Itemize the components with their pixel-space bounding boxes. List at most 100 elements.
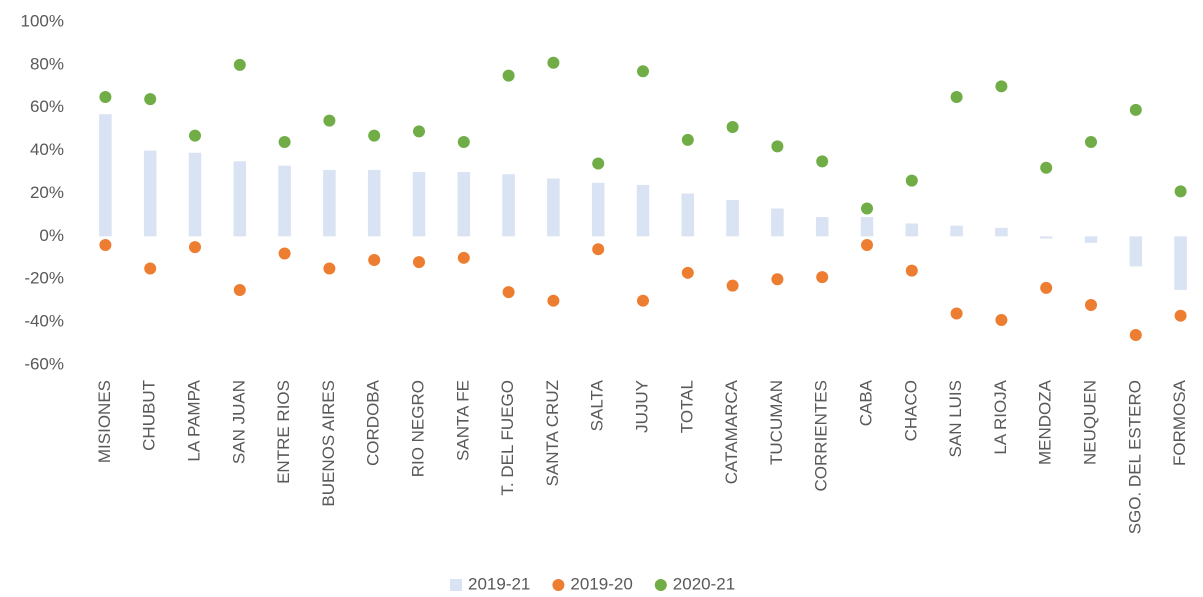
x-tick-label: CORDOBA [364, 379, 383, 466]
x-tick-label: CORRIENTES [812, 380, 831, 491]
bar [233, 161, 247, 237]
legend-label: 2019-21 [468, 574, 530, 593]
x-tick-label: BUENOS AIRES [319, 380, 338, 507]
y-tick-label: 20% [30, 183, 64, 202]
point [502, 286, 515, 299]
y-tick-label: -60% [24, 354, 64, 373]
bar [950, 225, 963, 237]
point [681, 133, 694, 146]
point [99, 238, 112, 251]
point [592, 243, 605, 256]
point [99, 91, 112, 104]
point [861, 238, 873, 251]
legend-swatch [450, 579, 462, 591]
point [278, 136, 291, 149]
x-tick-label: MENDOZA [1036, 379, 1055, 465]
x-tick-label: CATAMARCA [722, 379, 741, 484]
legend-swatch [654, 579, 667, 591]
y-tick-label: 80% [30, 54, 64, 73]
point [189, 129, 201, 142]
point [323, 114, 336, 127]
x-tick-label: RIO NEGRO [408, 380, 427, 477]
point [995, 80, 1008, 93]
point [547, 294, 560, 307]
x-tick-label: SGO. DEL ESTERO [1125, 380, 1144, 534]
point [368, 253, 381, 266]
bar [726, 199, 739, 237]
bar [412, 172, 426, 237]
point [637, 65, 649, 78]
y-tick-label: 0% [39, 226, 64, 245]
point [681, 266, 694, 279]
y-tick-label: 40% [30, 140, 64, 159]
bar [457, 172, 471, 237]
point [771, 273, 784, 286]
bar [99, 114, 112, 237]
bar [1174, 236, 1187, 290]
point [233, 283, 246, 296]
point [1040, 281, 1053, 294]
point [457, 136, 470, 149]
point [413, 256, 425, 269]
bar [995, 227, 1008, 237]
bar [1129, 236, 1143, 267]
x-tick-label: ENTRE RIOS [274, 380, 293, 484]
y-tick-label: 100% [21, 11, 64, 30]
point [278, 247, 291, 260]
x-tick-label: CHACO [901, 380, 920, 441]
point [368, 129, 381, 142]
x-tick-label: CHUBUT [140, 380, 159, 451]
point [950, 307, 963, 320]
bar [278, 165, 291, 237]
point [189, 241, 201, 254]
y-tick-label: -40% [24, 312, 64, 331]
x-tick-label: SAN LUIS [946, 380, 965, 457]
point [861, 202, 873, 215]
bar [636, 184, 650, 237]
bar [905, 223, 919, 237]
point [592, 157, 605, 170]
x-tick-label: T. DEL FUEGO [498, 380, 517, 496]
point [771, 140, 784, 153]
x-tick-label: SANTA FE [453, 380, 472, 461]
point [502, 69, 515, 82]
point [1174, 309, 1187, 322]
x-tick-label: LA RIOJA [991, 379, 1010, 454]
point [413, 125, 425, 138]
x-tick-label: JUJUY [632, 380, 651, 433]
point [1129, 103, 1142, 116]
bar [591, 182, 605, 237]
point [816, 155, 829, 168]
point [1085, 136, 1097, 149]
bar [188, 152, 202, 237]
legend-label: 2020-21 [673, 574, 735, 593]
x-tick-label: CABA [856, 379, 875, 426]
bar [860, 217, 874, 237]
point [816, 271, 829, 284]
point [950, 91, 963, 104]
point [144, 262, 157, 275]
point [726, 121, 739, 134]
point [726, 279, 739, 292]
point [1174, 185, 1187, 198]
point [1129, 328, 1142, 341]
bar [1084, 236, 1098, 243]
bar [367, 169, 381, 237]
point [323, 262, 336, 275]
point [457, 251, 470, 264]
x-tick-label: LA PAMPA [184, 379, 203, 461]
point [637, 294, 649, 307]
x-tick-label: SANTA CRUZ [543, 380, 562, 486]
bar [815, 217, 829, 237]
x-tick-label: NEUQUEN [1080, 380, 1099, 465]
legend-swatch [552, 579, 565, 591]
x-tick-label: SAN JUAN [229, 380, 248, 464]
bar [771, 208, 784, 237]
x-tick-label: TUCUMAN [767, 380, 786, 465]
point [905, 174, 918, 187]
x-tick-label: MISIONES [95, 380, 114, 463]
point [233, 58, 246, 71]
point [144, 93, 157, 106]
bar [502, 174, 515, 237]
point [1085, 298, 1097, 311]
